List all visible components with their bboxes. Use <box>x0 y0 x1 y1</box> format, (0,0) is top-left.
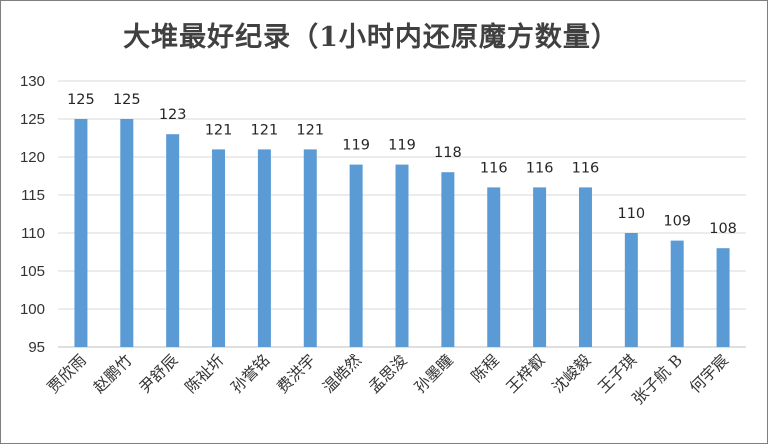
bar <box>578 187 592 347</box>
x-tick-label: 温皓然 <box>319 351 365 397</box>
y-tick-label: 110 <box>21 225 45 242</box>
bar <box>303 149 317 347</box>
x-tick-label: 沈峻毅 <box>549 351 595 397</box>
bar <box>441 172 455 347</box>
x-tick-label: 费洪宇 <box>273 351 319 397</box>
y-tick-label: 105 <box>20 263 45 280</box>
bar <box>716 248 730 347</box>
data-label: 110 <box>617 206 645 222</box>
data-label: 108 <box>709 221 737 237</box>
bar <box>212 149 226 347</box>
data-label: 123 <box>159 107 187 123</box>
bars <box>74 119 730 347</box>
y-tick-label: 115 <box>21 187 45 204</box>
y-tick-label: 95 <box>28 339 45 356</box>
bar <box>624 233 638 347</box>
bar <box>74 119 88 347</box>
data-label: 116 <box>526 160 554 176</box>
x-tick-label: 王梓叡 <box>503 351 549 397</box>
bar <box>395 164 409 347</box>
data-label: 109 <box>663 214 691 230</box>
data-label: 121 <box>205 122 233 138</box>
data-labels: 125 125 123 121 121 121 119 119 118 116 116 116 110 1… <box>67 92 737 237</box>
x-tick-label: 张子航 B <box>629 351 686 408</box>
data-label: 116 <box>572 160 600 176</box>
y-tick-label: 100 <box>20 301 45 318</box>
data-label: 119 <box>388 138 416 154</box>
bar <box>487 187 501 347</box>
bar <box>533 187 547 347</box>
data-label: 121 <box>296 122 324 138</box>
bar <box>670 240 684 347</box>
y-axis-ticks: 95 100 105 110 115 120 125 130 <box>20 73 45 356</box>
x-tick-label: 陈祉圻 <box>182 351 228 397</box>
x-tick-label: 赵鹏竹 <box>90 351 136 397</box>
x-tick-label: 孙墨瞳 <box>411 351 457 397</box>
data-label: 116 <box>480 160 508 176</box>
x-axis-ticks: 贾欣雨 赵鹏竹 尹舒辰 陈祉圻 孙誉铭 费洪宇 温皓然 孟思浚 孙墨瞳 陈程 王梓叡 沈峻毅 王子琪张子… <box>44 351 732 408</box>
x-tick-label: 何宇宸 <box>686 351 732 397</box>
bar <box>257 149 271 347</box>
data-label: 119 <box>342 138 370 154</box>
x-tick-label: 尹舒辰 <box>136 351 182 397</box>
data-label: 118 <box>434 145 462 161</box>
chart-title: 大堆最好纪录（1小时内还原魔方数量） <box>123 22 619 53</box>
bar <box>120 119 134 347</box>
x-tick-label: 贾欣雨 <box>44 351 90 397</box>
y-tick-label: 130 <box>20 73 45 90</box>
x-tick-label: 陈程 <box>468 351 503 386</box>
y-tick-label: 125 <box>20 111 45 128</box>
bar <box>349 164 363 347</box>
x-tick-label: 孟思浚 <box>365 351 411 397</box>
y-tick-label: 120 <box>20 149 45 166</box>
bar <box>166 134 180 347</box>
data-label: 121 <box>251 122 279 138</box>
data-label: 125 <box>113 92 141 108</box>
data-label: 125 <box>67 92 95 108</box>
x-tick-label: 孙誉铭 <box>228 351 274 397</box>
